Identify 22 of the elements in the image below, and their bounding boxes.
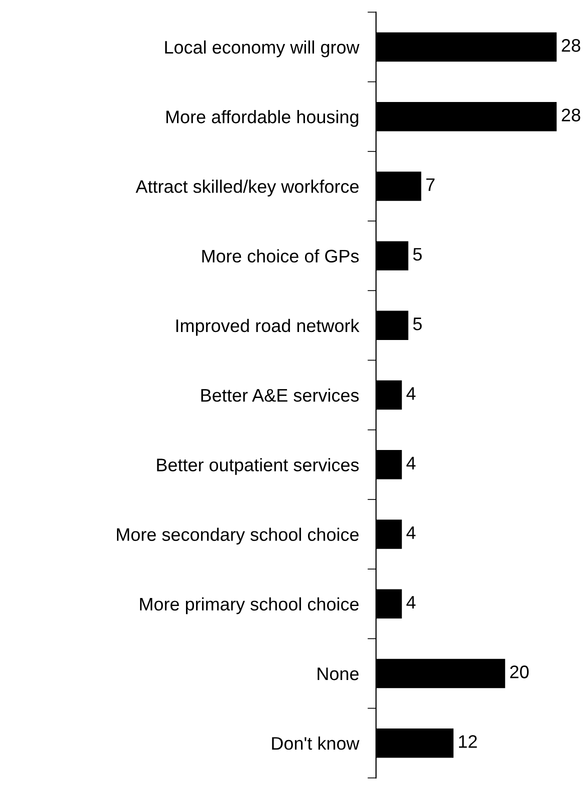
data-label: 4 <box>406 387 416 400</box>
y-tick-label: Better outpatient services <box>157 458 359 475</box>
y-tick-label: Don't know <box>272 736 360 750</box>
data-label: 5 <box>413 318 422 330</box>
data-label: 28 <box>562 39 580 52</box>
y-tick-label: Better A&E services <box>201 388 359 402</box>
y-tick-label: Improved road network <box>176 318 360 336</box>
data-label: 28 <box>562 108 580 122</box>
y-tick-label: None <box>318 668 359 680</box>
y-tick-label: Attract skilled/key workforce <box>136 180 359 196</box>
data-label: 4 <box>406 526 416 539</box>
data-label: 12 <box>459 735 477 748</box>
y-tick-label: Local economy will grow <box>165 40 360 58</box>
data-label: 4 <box>406 596 416 609</box>
data-label: 20 <box>510 666 529 678</box>
y-tick-label: More affordable housing <box>166 110 358 127</box>
y-tick-label: More primary school choice <box>140 597 359 614</box>
data-label: 4 <box>406 456 416 470</box>
y-tick-label: More choice of GPs <box>202 249 359 263</box>
y-tick-label: More secondary school choice <box>116 528 359 545</box>
data-label: 5 <box>413 248 422 261</box>
data-label: 7 <box>426 178 435 191</box>
